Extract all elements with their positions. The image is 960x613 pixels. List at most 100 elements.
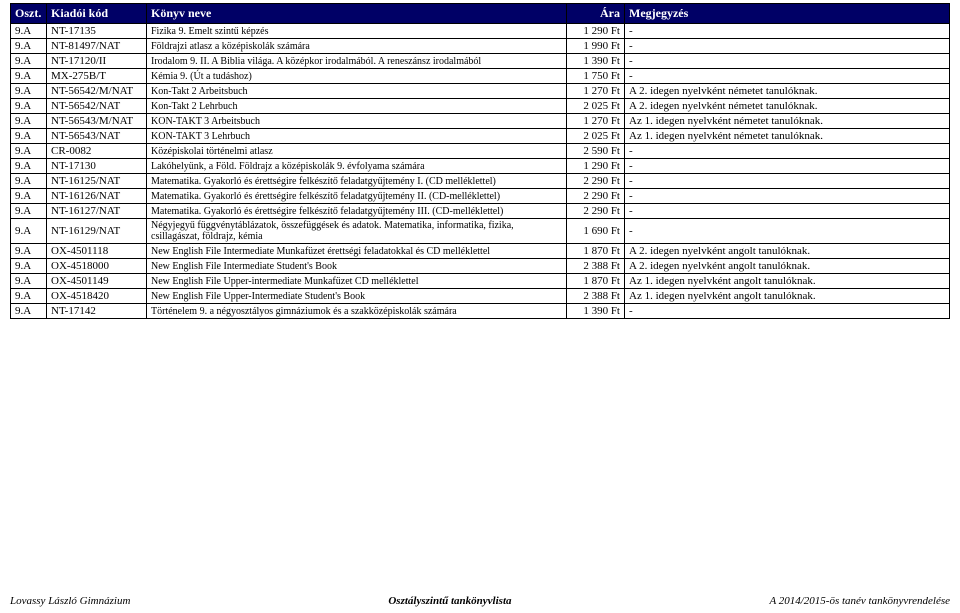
- table-row: 9.ANT-17120/IIIrodalom 9. II. A Biblia v…: [11, 54, 950, 69]
- cell-nev: New English File Upper-Intermediate Stud…: [147, 289, 567, 304]
- cell-kod: NT-56542/M/NAT: [47, 84, 147, 99]
- cell-kod: NT-56543/M/NAT: [47, 114, 147, 129]
- table-row: 9.ANT-16126/NATMatematika. Gyakorló és é…: [11, 189, 950, 204]
- header-kod: Kiadói kód: [47, 4, 147, 24]
- header-oszt: Oszt.: [11, 4, 47, 24]
- cell-nev: Történelem 9. a négyosztályos gimnáziumo…: [147, 304, 567, 319]
- cell-meg: -: [625, 174, 950, 189]
- cell-meg: Az 1. idegen nyelvként németet tanulókna…: [625, 114, 950, 129]
- cell-nev: Középiskolai történelmi atlasz: [147, 144, 567, 159]
- cell-meg: -: [625, 304, 950, 319]
- cell-ara: 2 290 Ft: [567, 204, 625, 219]
- table-row: 9.AOX-4518420New English File Upper-Inte…: [11, 289, 950, 304]
- table-body: 9.ANT-17135Fizika 9. Emelt szintű képzés…: [11, 24, 950, 319]
- cell-kod: NT-56542/NAT: [47, 99, 147, 114]
- cell-kod: OX-4518000: [47, 259, 147, 274]
- cell-meg: -: [625, 219, 950, 244]
- cell-oszt: 9.A: [11, 289, 47, 304]
- cell-meg: Az 1. idegen nyelvként angolt tanulóknak…: [625, 289, 950, 304]
- cell-kod: OX-4501149: [47, 274, 147, 289]
- cell-oszt: 9.A: [11, 259, 47, 274]
- cell-nev: KON-TAKT 3 Lehrbuch: [147, 129, 567, 144]
- cell-meg: -: [625, 189, 950, 204]
- cell-oszt: 9.A: [11, 274, 47, 289]
- cell-ara: 1 690 Ft: [567, 219, 625, 244]
- cell-meg: -: [625, 69, 950, 84]
- cell-ara: 2 388 Ft: [567, 289, 625, 304]
- cell-ara: 1 390 Ft: [567, 304, 625, 319]
- cell-nev: New English File Intermediate Munkafüzet…: [147, 244, 567, 259]
- table-row: 9.AMX-275B/TKémia 9. (Út a tudáshoz)1 75…: [11, 69, 950, 84]
- cell-nev: Kon-Takt 2 Arbeitsbuch: [147, 84, 567, 99]
- cell-oszt: 9.A: [11, 244, 47, 259]
- cell-kod: NT-16127/NAT: [47, 204, 147, 219]
- cell-kod: NT-17135: [47, 24, 147, 39]
- cell-meg: -: [625, 144, 950, 159]
- cell-meg: A 2. idegen nyelvként németet tanulóknak…: [625, 84, 950, 99]
- cell-oszt: 9.A: [11, 99, 47, 114]
- cell-meg: A 2. idegen nyelvként angolt tanulóknak.: [625, 259, 950, 274]
- cell-ara: 2 290 Ft: [567, 174, 625, 189]
- cell-nev: Matematika. Gyakorló és érettségire felk…: [147, 174, 567, 189]
- table-row: 9.ANT-16127/NATMatematika. Gyakorló és é…: [11, 204, 950, 219]
- cell-meg: -: [625, 54, 950, 69]
- cell-meg: -: [625, 39, 950, 54]
- cell-oszt: 9.A: [11, 84, 47, 99]
- cell-kod: NT-81497/NAT: [47, 39, 147, 54]
- textbook-table: Oszt. Kiadói kód Könyv neve Ára Megjegyz…: [10, 3, 950, 319]
- cell-nev: Matematika. Gyakorló és érettségire felk…: [147, 189, 567, 204]
- table-row: 9.ANT-16129/NATNégyjegyű függvénytábláza…: [11, 219, 950, 244]
- cell-ara: 2 025 Ft: [567, 129, 625, 144]
- cell-kod: OX-4518420: [47, 289, 147, 304]
- cell-ara: 1 870 Ft: [567, 244, 625, 259]
- cell-oszt: 9.A: [11, 204, 47, 219]
- footer-left: Lovassy László Gimnázium: [10, 595, 130, 607]
- cell-kod: NT-17130: [47, 159, 147, 174]
- cell-oszt: 9.A: [11, 114, 47, 129]
- cell-kod: NT-17120/II: [47, 54, 147, 69]
- cell-oszt: 9.A: [11, 54, 47, 69]
- cell-kod: NT-16125/NAT: [47, 174, 147, 189]
- cell-ara: 2 590 Ft: [567, 144, 625, 159]
- cell-ara: 1 870 Ft: [567, 274, 625, 289]
- cell-meg: Az 1. idegen nyelvként angolt tanulóknak…: [625, 274, 950, 289]
- cell-nev: Kémia 9. (Út a tudáshoz): [147, 69, 567, 84]
- cell-ara: 1 270 Ft: [567, 114, 625, 129]
- cell-nev: Földrajzi atlasz a középiskolák számára: [147, 39, 567, 54]
- cell-kod: CR-0082: [47, 144, 147, 159]
- table-row: 9.ANT-17135Fizika 9. Emelt szintű képzés…: [11, 24, 950, 39]
- cell-kod: NT-16129/NAT: [47, 219, 147, 244]
- table-row: 9.AOX-4501118New English File Intermedia…: [11, 244, 950, 259]
- cell-oszt: 9.A: [11, 219, 47, 244]
- cell-kod: NT-17142: [47, 304, 147, 319]
- header-ara: Ára: [567, 4, 625, 24]
- cell-oszt: 9.A: [11, 144, 47, 159]
- cell-kod: NT-16126/NAT: [47, 189, 147, 204]
- cell-ara: 2 025 Ft: [567, 99, 625, 114]
- table-row: 9.ANT-56543/M/NATKON-TAKT 3 Arbeitsbuch1…: [11, 114, 950, 129]
- cell-ara: 1 750 Ft: [567, 69, 625, 84]
- footer-right: A 2014/2015-ös tanév tankönyvrendelése: [769, 595, 950, 607]
- footer-center: Osztályszintű tankönyvlista: [388, 595, 511, 607]
- cell-ara: 1 390 Ft: [567, 54, 625, 69]
- cell-oszt: 9.A: [11, 69, 47, 84]
- table-row: 9.ANT-17130Lakóhelyünk, a Föld. Földrajz…: [11, 159, 950, 174]
- header-meg: Megjegyzés: [625, 4, 950, 24]
- cell-meg: -: [625, 24, 950, 39]
- cell-nev: Négyjegyű függvénytáblázatok, összefüggé…: [147, 219, 567, 244]
- cell-meg: A 2. idegen nyelvként németet tanulóknak…: [625, 99, 950, 114]
- table-row: 9.AOX-4501149New English File Upper-inte…: [11, 274, 950, 289]
- cell-oszt: 9.A: [11, 129, 47, 144]
- table-row: 9.ANT-56542/M/NATKon-Takt 2 Arbeitsbuch1…: [11, 84, 950, 99]
- cell-meg: Az 1. idegen nyelvként németet tanulókna…: [625, 129, 950, 144]
- table-row: 9.AOX-4518000New English File Intermedia…: [11, 259, 950, 274]
- cell-nev: Kon-Takt 2 Lehrbuch: [147, 99, 567, 114]
- header-nev: Könyv neve: [147, 4, 567, 24]
- cell-nev: Fizika 9. Emelt szintű képzés: [147, 24, 567, 39]
- cell-oszt: 9.A: [11, 24, 47, 39]
- page-footer: Lovassy László Gimnázium Osztályszintű t…: [10, 595, 950, 607]
- cell-meg: A 2. idegen nyelvként angolt tanulóknak.: [625, 244, 950, 259]
- cell-ara: 1 290 Ft: [567, 159, 625, 174]
- cell-nev: KON-TAKT 3 Arbeitsbuch: [147, 114, 567, 129]
- cell-oszt: 9.A: [11, 189, 47, 204]
